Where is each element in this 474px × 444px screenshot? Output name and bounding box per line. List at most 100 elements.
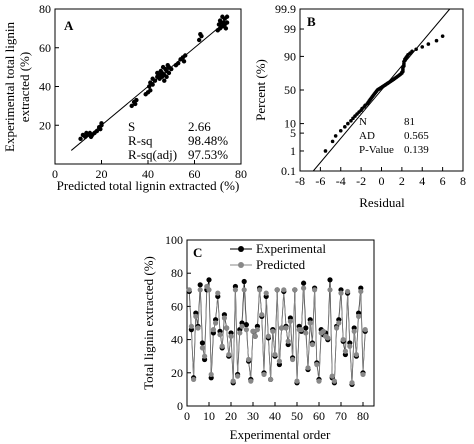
panel-c-point-predicted bbox=[193, 313, 199, 319]
panel-c-x-tick-label: 0 bbox=[184, 409, 190, 423]
panel-a-data-point bbox=[199, 33, 204, 39]
panel-c-point-predicted bbox=[243, 327, 249, 333]
panel-b-stat-label: AD bbox=[359, 130, 375, 142]
panel-b-data-point bbox=[414, 47, 418, 52]
panel-c-point-predicted bbox=[252, 333, 258, 339]
panel-c-point-predicted bbox=[353, 351, 359, 358]
panel-a-ylabel-line-1: Experimental total lignin bbox=[2, 22, 17, 152]
panel-c-point-predicted bbox=[347, 343, 353, 349]
panel-c-point-predicted bbox=[336, 320, 342, 326]
panel-a-stat-value: 98.48% bbox=[188, 133, 228, 148]
panel-c-point-predicted bbox=[186, 287, 192, 293]
panel-c-point-predicted bbox=[215, 290, 221, 296]
panel-a-stat-value: 97.53% bbox=[188, 147, 228, 162]
panel-c-point-experimental bbox=[327, 277, 333, 283]
panel-c-y-tick-label: 80 bbox=[171, 266, 183, 280]
panel-c-point-predicted bbox=[254, 327, 260, 333]
panel-c-point-predicted bbox=[274, 287, 280, 293]
panel-c-point-predicted bbox=[202, 353, 208, 359]
panel-c-point-predicted bbox=[334, 325, 340, 331]
panel-b-x-tick-label: -2 bbox=[356, 174, 366, 188]
panel-c-point-predicted bbox=[331, 378, 337, 384]
panel-c-point-predicted bbox=[345, 288, 351, 295]
panel-c-x-tick-label: 70 bbox=[335, 409, 347, 423]
panel-b-x-tick-label: -4 bbox=[336, 174, 346, 188]
panel-b-data-point bbox=[349, 118, 353, 123]
panel-b-data-point bbox=[338, 128, 343, 133]
panel-c-y-tick-label: 20 bbox=[171, 366, 183, 380]
panel-b-y-tick-label: 99 bbox=[284, 22, 296, 36]
panel-c-legend-label-predicted: Predicted bbox=[256, 257, 306, 272]
panel-b-x-tick-label: 2 bbox=[399, 174, 405, 188]
panel-c-x-tick-label: 50 bbox=[291, 409, 303, 423]
panel-a-data-point bbox=[150, 82, 155, 87]
panel-b-data-point bbox=[440, 34, 445, 38]
panel-b-x-tick-label: -8 bbox=[295, 174, 305, 188]
panel-c-point-predicted bbox=[298, 327, 304, 333]
panel-c-y-tick-label: 60 bbox=[171, 299, 183, 313]
panel-b-stat-value: 0.139 bbox=[404, 144, 429, 156]
panel-c-point-predicted bbox=[259, 312, 265, 318]
panel-a-data-point bbox=[223, 26, 229, 31]
panel-c-point-predicted bbox=[268, 376, 274, 383]
panel-c-point-predicted bbox=[316, 378, 322, 384]
panel-c-legend-marker-experimental bbox=[238, 246, 244, 252]
panel-c-point-predicted bbox=[312, 287, 318, 293]
panel-a-data-point bbox=[196, 37, 202, 43]
panel-c-point-predicted bbox=[325, 335, 331, 341]
panel-c-label: C bbox=[193, 245, 202, 260]
panel-a-stat-label: S bbox=[128, 119, 135, 134]
panel-a-data-point bbox=[134, 97, 139, 103]
panel-c-point-predicted bbox=[301, 285, 307, 291]
panel-c-x-tick-label: 40 bbox=[269, 409, 281, 423]
panel-b-data-point bbox=[346, 121, 350, 126]
panel-c-point-experimental bbox=[303, 325, 309, 331]
panel-b-data-point bbox=[333, 134, 338, 138]
panel-c-point-predicted bbox=[276, 358, 282, 364]
panel-c-point-predicted bbox=[263, 290, 269, 296]
panel-b-label: B bbox=[307, 14, 316, 29]
panel-b-x-tick-label: 8 bbox=[460, 174, 466, 188]
panel-c-point-predicted bbox=[307, 320, 313, 326]
panel-c-point-predicted bbox=[219, 343, 225, 349]
panel-a-label: A bbox=[64, 18, 74, 33]
panel-c-point-predicted bbox=[241, 287, 247, 293]
panel-b-stat-value: 81 bbox=[404, 116, 415, 128]
panel-b-y-tick-label: 99.9 bbox=[275, 2, 296, 16]
panel-c-point-predicted bbox=[292, 287, 298, 293]
panel-c-point-predicted bbox=[248, 378, 254, 384]
panel-c-point-predicted bbox=[281, 287, 287, 293]
panel-a-data-point bbox=[166, 70, 172, 76]
panel-b-fit-line bbox=[312, 8, 451, 172]
panel-c-point-predicted bbox=[272, 351, 278, 358]
panel-c-point-predicted bbox=[309, 341, 315, 348]
panel-c-point-predicted bbox=[305, 365, 311, 371]
panel-b-y-tick-label: 1 bbox=[290, 144, 296, 158]
panel-c-point-predicted bbox=[206, 287, 212, 293]
panel-c-y-tick-label: 100 bbox=[165, 233, 183, 247]
panel-c-point-predicted bbox=[320, 328, 326, 334]
panel-c-point-predicted bbox=[351, 328, 357, 334]
panel-c-point-predicted bbox=[191, 376, 197, 383]
panel-c-legend-label-experimental: Experimental bbox=[256, 241, 326, 256]
panel-c-point-predicted bbox=[287, 318, 293, 324]
panel-b-data-point bbox=[426, 42, 431, 46]
panel-c: C Experimental order Total lignin extrac… bbox=[141, 233, 375, 442]
panel-c-point-predicted bbox=[226, 351, 232, 358]
panel-a-data-point bbox=[133, 101, 138, 107]
panel-c-point-predicted bbox=[285, 338, 291, 344]
panel-c-point-predicted bbox=[188, 323, 194, 329]
panel-b-x-tick-label: 6 bbox=[440, 174, 446, 188]
panel-b-data-point bbox=[323, 149, 328, 153]
panel-c-point-predicted bbox=[217, 332, 223, 338]
panel-a-data-point bbox=[224, 14, 230, 19]
panel-b-y-tick-label: 5 bbox=[290, 126, 296, 140]
panel-a-data-point bbox=[94, 128, 100, 134]
panel-c-point-predicted bbox=[362, 327, 368, 333]
panel-a-x-tick-label: 20 bbox=[96, 167, 108, 181]
panel-b-data-point bbox=[330, 139, 335, 144]
panel-c-point-predicted bbox=[314, 361, 320, 368]
panel-a-x-tick-label: 80 bbox=[235, 167, 247, 181]
panel-c-point-experimental bbox=[301, 280, 307, 286]
